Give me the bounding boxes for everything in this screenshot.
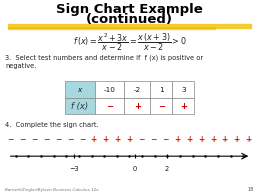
Text: +: + [103,135,109,144]
Text: $f\,(x) = \dfrac{x^2+3x}{x-2} = \dfrac{x\,(x+3)}{x-2} > 0$: $f\,(x) = \dfrac{x^2+3x}{x-2} = \dfrac{x… [73,31,186,53]
Text: +: + [246,135,252,144]
Bar [95,81,124,98]
Text: Barnett/Ziegler/Byleen Business Calculus 12e: Barnett/Ziegler/Byleen Business Calculus… [5,188,99,192]
Text: −: − [150,135,156,144]
Text: +: + [234,135,240,144]
Bar [95,98,124,114]
Text: +: + [210,135,216,144]
Text: +: + [114,135,121,144]
Bar [8,24,251,28]
Bar [124,81,150,98]
Text: (continued): (continued) [86,13,173,26]
Text: 0: 0 [133,166,137,172]
Text: -10: -10 [104,87,115,93]
Text: −: − [138,135,145,144]
Bar [150,81,172,98]
Text: −: − [158,102,165,111]
Text: +: + [180,102,187,111]
Text: −: − [79,135,85,144]
Text: 2: 2 [165,166,169,172]
Text: 3: 3 [181,87,185,93]
Text: 3.  Select test numbers and determine if  f (x) is positive or
negative.: 3. Select test numbers and determine if … [5,54,203,69]
Text: 4.  Complete the sign chart.: 4. Complete the sign chart. [5,122,99,128]
Text: −: − [67,135,73,144]
Bar [8,27,215,29]
Text: -2: -2 [134,87,141,93]
Bar [124,98,150,114]
Text: +: + [186,135,192,144]
Text: −: − [162,135,168,144]
Text: −: − [43,135,49,144]
Bar [172,81,194,98]
Text: 1: 1 [159,87,163,93]
Text: −: − [7,135,13,144]
Text: +: + [174,135,180,144]
Text: +: + [91,135,97,144]
Text: −: − [106,102,113,111]
Bar [65,98,95,114]
Text: −: − [55,135,61,144]
Text: +: + [222,135,228,144]
Text: +: + [198,135,204,144]
Text: +: + [126,135,133,144]
Text: 18: 18 [248,187,254,192]
Text: −: − [19,135,25,144]
Text: −: − [31,135,37,144]
Text: +: + [134,102,141,111]
Text: f (x): f (x) [71,102,88,111]
Bar [65,81,95,98]
Text: Sign Chart Example: Sign Chart Example [56,3,203,16]
Text: −3: −3 [69,166,79,172]
Bar [150,98,172,114]
Bar [172,98,194,114]
Text: x: x [77,87,82,93]
